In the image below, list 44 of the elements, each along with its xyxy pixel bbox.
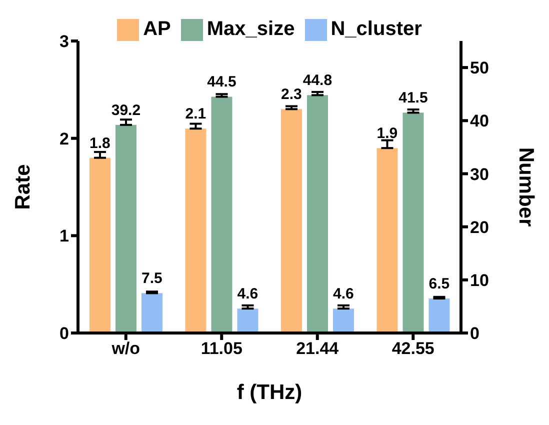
y-tick-label: 2 [60, 129, 69, 148]
y-tick-label: 3 [60, 32, 69, 52]
y-tick-label: 0 [60, 324, 69, 344]
data-label: 6.5 [428, 275, 450, 292]
data-label: 1.9 [376, 125, 398, 142]
bar [306, 95, 328, 333]
bar [141, 293, 162, 333]
x-tick-label: 42.55 [392, 339, 434, 358]
bar [211, 96, 232, 333]
bar [376, 148, 398, 333]
y2-tick-label: 40 [470, 112, 489, 131]
legend-label: Max_size [206, 18, 295, 40]
y2-tick-label: 30 [470, 164, 489, 184]
legend-label: AP [143, 18, 171, 40]
bar [402, 112, 424, 333]
bar [237, 308, 258, 333]
data-label: 7.5 [142, 270, 162, 288]
bar [115, 124, 136, 333]
y2-tick-label: 0 [470, 324, 480, 344]
data-label: 44.5 [207, 74, 236, 91]
legend-label: N_cluster [330, 18, 422, 40]
y-tick-label: 1 [60, 226, 69, 246]
bar [185, 128, 206, 333]
y2-tick-label: 50 [470, 58, 489, 78]
x-tick-label: w/o [110, 339, 140, 358]
y2-axis-title: Number [514, 147, 538, 227]
y-axis-title: Rate [11, 164, 34, 210]
data-label: 4.6 [333, 286, 354, 303]
x-tick-label: 11.05 [200, 339, 242, 358]
data-label: 1.8 [90, 134, 110, 152]
x-tick-label: 21.44 [296, 339, 340, 358]
y2-tick-label: 10 [470, 270, 489, 290]
bar [332, 308, 354, 333]
data-label: 41.5 [398, 90, 428, 107]
data-label: 39.2 [111, 102, 141, 119]
data-label: 4.6 [237, 286, 258, 303]
data-label: 2.3 [281, 86, 302, 104]
bar [428, 298, 450, 333]
bar [280, 109, 302, 333]
x-axis-title: f (THz) [236, 381, 302, 404]
data-label: 44.8 [302, 72, 332, 90]
y2-tick-label: 20 [470, 218, 489, 237]
bar [89, 158, 110, 333]
data-label: 2.1 [185, 106, 206, 123]
